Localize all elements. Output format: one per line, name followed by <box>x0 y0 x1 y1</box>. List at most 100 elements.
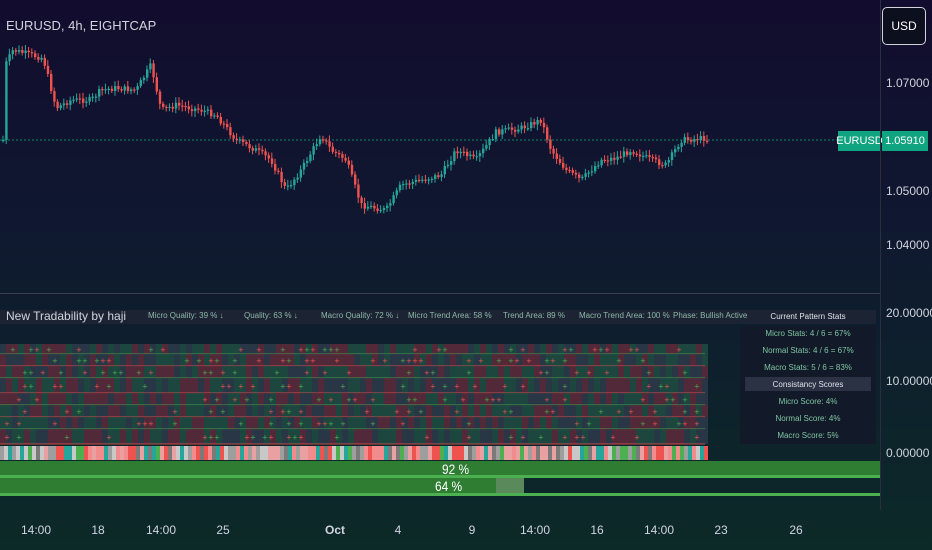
candle <box>616 151 619 165</box>
svg-text:+: + <box>466 369 472 377</box>
svg-text:+: + <box>10 346 16 354</box>
svg-text:+: + <box>646 383 652 391</box>
candle <box>261 145 264 155</box>
time-tick: 14:00 <box>145 523 177 537</box>
svg-text:+: + <box>28 369 34 377</box>
indicator-title[interactable]: New Tradability by haji <box>6 309 127 323</box>
svg-text:+: + <box>346 396 352 404</box>
svg-text:+: + <box>304 357 310 365</box>
svg-text:+: + <box>670 396 676 404</box>
candle <box>661 161 664 169</box>
candle <box>421 176 424 184</box>
bar-percent-2: 64 % <box>435 478 463 494</box>
candle <box>501 125 504 139</box>
time-tick: 14:00 <box>519 523 551 537</box>
header-trend-area: Trend Area: 89 % <box>503 311 565 320</box>
svg-text:+: + <box>94 383 100 391</box>
candle <box>552 145 555 159</box>
candle <box>475 150 478 161</box>
svg-text:+: + <box>514 357 520 365</box>
candle <box>542 117 546 134</box>
svg-text:+: + <box>598 346 604 354</box>
price-chart[interactable] <box>0 0 880 292</box>
candle <box>395 187 398 199</box>
candle <box>14 47 18 56</box>
candle <box>405 179 408 190</box>
svg-text:+: + <box>454 383 460 391</box>
svg-text:+: + <box>652 408 658 416</box>
candle <box>248 140 251 153</box>
candle <box>69 96 72 111</box>
candle <box>622 146 626 163</box>
time-tick: 14:00 <box>20 523 52 537</box>
candle <box>437 171 440 180</box>
svg-text:+: + <box>268 408 274 416</box>
candle <box>126 80 130 94</box>
svg-text:+: + <box>286 408 292 416</box>
svg-text:+: + <box>526 357 532 365</box>
svg-text:+: + <box>400 383 406 391</box>
svg-text:+: + <box>544 357 550 365</box>
svg-text:+: + <box>22 369 28 377</box>
svg-text:+: + <box>664 383 670 391</box>
svg-text:+: + <box>676 346 682 354</box>
candle <box>677 144 680 152</box>
candle <box>24 44 27 59</box>
candle <box>635 151 638 158</box>
currency-button[interactable]: USD <box>882 7 926 45</box>
svg-text:+: + <box>682 408 688 416</box>
candle <box>667 156 670 167</box>
indicator-chart[interactable]: + + + + + + + + + + + + + + + + + + + + + + + + + + + + ++ + + + + + + + + + +… <box>0 294 880 508</box>
candle <box>53 87 56 107</box>
svg-text:+: + <box>544 408 550 416</box>
svg-text:+: + <box>496 396 502 404</box>
candle <box>280 167 283 189</box>
candle <box>11 47 14 60</box>
candle <box>139 77 142 89</box>
candle <box>549 135 552 155</box>
candle <box>34 50 37 60</box>
svg-text:+: + <box>562 396 568 404</box>
candle <box>456 146 459 159</box>
candle <box>411 178 414 190</box>
svg-text:+: + <box>460 396 466 404</box>
symbol-title[interactable]: EURUSD, 4h, EIGHTCAP <box>6 18 157 33</box>
candle <box>523 121 526 134</box>
candle <box>414 175 418 186</box>
candle <box>306 156 309 167</box>
candle <box>149 58 152 74</box>
svg-text:+: + <box>286 434 292 442</box>
svg-text:+: + <box>382 357 388 365</box>
svg-text:+: + <box>430 369 436 377</box>
svg-text:+: + <box>142 420 148 428</box>
svg-text:+: + <box>202 434 208 442</box>
candle <box>296 173 299 183</box>
candle <box>328 135 331 152</box>
candle <box>309 151 312 164</box>
symbol-price-badge: EURUSD <box>836 131 883 151</box>
svg-text:+: + <box>22 383 28 391</box>
candle <box>203 105 206 117</box>
candle <box>530 117 533 132</box>
svg-text:+: + <box>682 369 688 377</box>
candle <box>245 139 248 147</box>
candle <box>174 97 178 114</box>
svg-text:+: + <box>412 346 418 354</box>
candle <box>40 54 43 63</box>
candle <box>334 149 338 157</box>
svg-text:+: + <box>592 346 598 354</box>
svg-text:+: + <box>550 408 556 416</box>
candle <box>270 152 274 168</box>
svg-text:+: + <box>262 434 268 442</box>
candle <box>312 142 315 161</box>
candle <box>594 161 597 174</box>
candle <box>2 135 5 143</box>
svg-text:+: + <box>628 408 634 416</box>
pane-divider[interactable] <box>0 293 880 294</box>
candle <box>322 135 325 144</box>
svg-text:+: + <box>304 346 310 354</box>
svg-text:+: + <box>562 383 568 391</box>
svg-text:+: + <box>106 434 112 442</box>
candle <box>206 106 210 115</box>
svg-text:+: + <box>370 396 376 404</box>
